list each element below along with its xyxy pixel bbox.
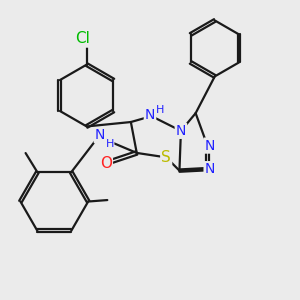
Text: H: H xyxy=(106,139,114,149)
Text: N: N xyxy=(205,162,215,176)
Text: N: N xyxy=(205,139,215,153)
Text: N: N xyxy=(95,128,105,142)
Text: Cl: Cl xyxy=(75,32,90,46)
Text: H: H xyxy=(155,105,164,115)
Text: O: O xyxy=(100,156,112,171)
Text: S: S xyxy=(161,150,171,165)
Text: N: N xyxy=(145,108,155,122)
Text: N: N xyxy=(176,124,186,138)
